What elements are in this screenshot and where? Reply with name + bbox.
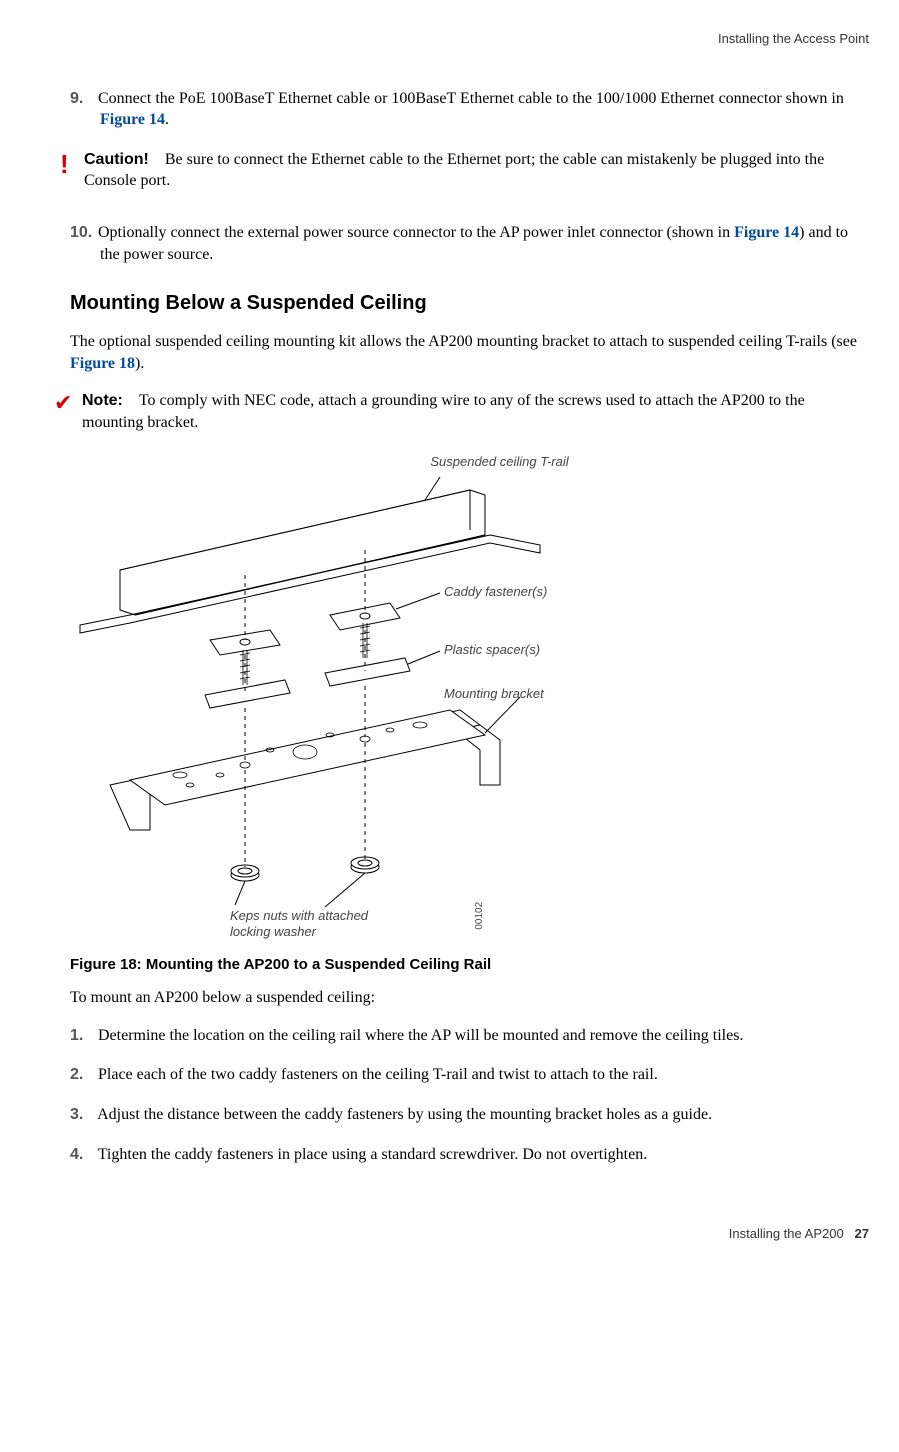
callout-nuts-1: Keps nuts with attached <box>230 907 368 925</box>
callout-spacer: Plastic spacer(s) <box>444 641 540 659</box>
caution-text: Be sure to connect the Ethernet cable to… <box>84 151 824 190</box>
caution-block: ! Caution! Be sure to connect the Ethern… <box>60 149 869 192</box>
step-text: Place each of the two caddy fasteners on… <box>98 1066 658 1083</box>
caution-label: Caution! <box>84 151 149 168</box>
mount-intro: To mount an AP200 below a suspended ceil… <box>70 987 869 1009</box>
step-number: 3. <box>70 1104 94 1126</box>
step-text: Determine the location on the ceiling ra… <box>98 1027 743 1044</box>
note-label: Note: <box>82 392 123 409</box>
figure-link[interactable]: Figure 14 <box>100 111 165 128</box>
step-10: 10. Optionally connect the external powe… <box>100 222 869 265</box>
step-number: 1. <box>70 1025 94 1047</box>
step-number: 10. <box>70 222 94 244</box>
step-number: 4. <box>70 1144 94 1166</box>
callout-caddy: Caddy fastener(s) <box>444 583 547 601</box>
step-text: Adjust the distance between the caddy fa… <box>97 1106 712 1123</box>
step-9: 9. Connect the PoE 100BaseT Ethernet cab… <box>100 88 869 131</box>
figure-18: Suspended ceiling T-rail <box>70 453 869 945</box>
page-footer: Installing the AP200 27 <box>30 1225 869 1243</box>
figure-top-label: Suspended ceiling T-rail <box>70 453 869 471</box>
step-text: Tighten the caddy fasteners in place usi… <box>98 1146 647 1163</box>
step-text-after: . <box>165 111 169 128</box>
step-number: 2. <box>70 1064 94 1086</box>
mount-step-1: 1. Determine the location on the ceiling… <box>100 1025 869 1047</box>
checkmark-icon: ✔ <box>54 392 78 414</box>
callout-bracket: Mounting bracket <box>444 685 544 703</box>
note-block: ✔ Note: To comply with NEC code, attach … <box>54 390 869 433</box>
footer-page: 27 <box>855 1226 869 1241</box>
page-header: Installing the Access Point <box>30 30 869 48</box>
intro-after: ). <box>135 355 144 372</box>
footer-doc: Installing the AP200 <box>729 1226 844 1241</box>
callout-nuts-2: locking washer <box>230 923 316 941</box>
figure-number-code: 00102 <box>473 902 487 930</box>
note-text: To comply with NEC code, attach a ground… <box>82 392 805 431</box>
mount-step-3: 3. Adjust the distance between the caddy… <box>100 1104 869 1126</box>
step-text: Connect the PoE 100BaseT Ethernet cable … <box>98 90 844 107</box>
figure-link[interactable]: Figure 18 <box>70 355 135 372</box>
section-heading: Mounting Below a Suspended Ceiling <box>70 290 869 317</box>
mounting-diagram: Caddy fastener(s) Plastic spacer(s) Moun… <box>70 475 869 945</box>
step-text: Optionally connect the external power so… <box>98 224 734 241</box>
caution-icon: ! <box>60 151 78 177</box>
figure-caption: Figure 18: Mounting the AP200 to a Suspe… <box>70 955 869 975</box>
intro-before: The optional suspended ceiling mounting … <box>70 333 857 350</box>
mount-step-4: 4. Tighten the caddy fasteners in place … <box>100 1144 869 1166</box>
mount-step-2: 2. Place each of the two caddy fasteners… <box>100 1064 869 1086</box>
step-number: 9. <box>70 88 94 110</box>
section-intro: The optional suspended ceiling mounting … <box>70 331 869 374</box>
figure-link[interactable]: Figure 14 <box>734 224 799 241</box>
